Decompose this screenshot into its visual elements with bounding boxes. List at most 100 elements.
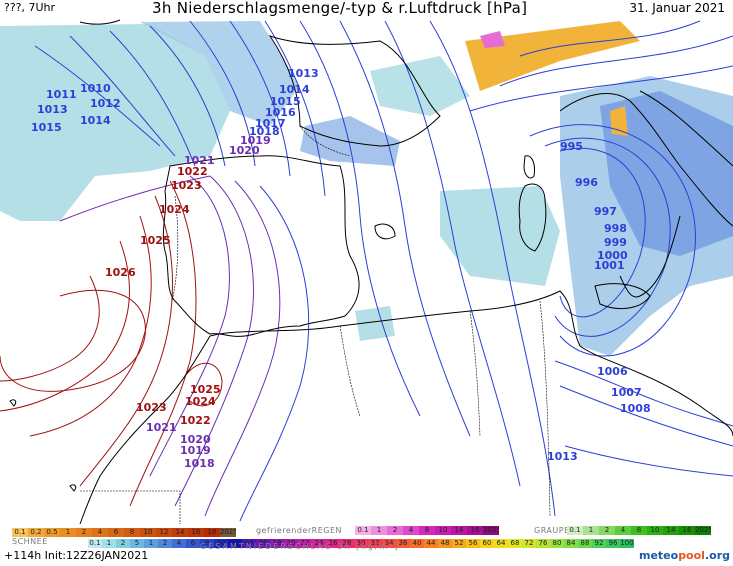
total-precip-scale-cell: 26 xyxy=(326,539,340,548)
isobar-line xyxy=(429,20,556,517)
isobar-line xyxy=(0,240,130,412)
snow-scale-cell: 12 xyxy=(156,528,172,537)
freezing-rain-scale-cell: 16 xyxy=(467,526,483,535)
isobar-line xyxy=(184,362,223,407)
coast-uk-edge xyxy=(79,19,121,25)
pressure-label: 1018 xyxy=(184,457,215,470)
graupel-scale-cell: 0.1 xyxy=(567,526,583,535)
border-line xyxy=(171,195,179,302)
isobar-line xyxy=(519,20,701,57)
meteopool-logo[interactable]: meteopool.org xyxy=(639,549,730,562)
border-layer xyxy=(80,125,551,524)
pressure-label: 1018 xyxy=(249,125,280,138)
total-precip-scale-cell: 4 xyxy=(172,539,186,548)
snow-area-italy xyxy=(610,106,628,136)
isobar-line xyxy=(559,385,733,447)
border-line xyxy=(80,490,181,524)
pressure-label: 1000 xyxy=(597,249,628,262)
total-precip-scale-cell: 1 xyxy=(144,539,158,548)
snow-scale-cell: 0.2 xyxy=(28,528,44,537)
pressure-label: 1001 xyxy=(594,259,625,272)
total-precip-scale-cell: 1 xyxy=(102,539,116,548)
freezing-rain-scale-cell: 1 xyxy=(371,526,387,535)
isobar-line xyxy=(149,25,226,167)
total-precip-scale-cell: 44 xyxy=(424,539,438,548)
snow-scale-cell: 14 xyxy=(172,528,188,537)
coast-iberia xyxy=(162,155,360,337)
total-precip-scale-cell: 2 xyxy=(116,539,130,548)
freezing-rain-scale-cell: 0.1 xyxy=(355,526,371,535)
snow-scale-cell: 6 xyxy=(108,528,124,537)
coast-north-africa xyxy=(209,290,733,437)
map-canvas: 1010 1011 1012 1013 1014 1015 1013 1014 … xyxy=(0,16,733,524)
isobar-line xyxy=(34,45,161,147)
pressure-label: 1013 xyxy=(547,450,578,463)
total-precip-scale-cell: 2 xyxy=(158,539,172,548)
snow-scale-cell: 0.5 xyxy=(44,528,60,537)
total-precip-scale-cell: 56 xyxy=(466,539,480,548)
pressure-label: 1013 xyxy=(288,67,319,80)
graupel-scale-cell: 14 xyxy=(663,526,679,535)
graupel-scale-cell: 16 xyxy=(679,526,695,535)
freezing-rain-scale-cell: 4 xyxy=(403,526,419,535)
graupel-scale-cell: 8 xyxy=(631,526,647,535)
border-line xyxy=(469,310,481,437)
freezing-rain-scale-cell: 2 xyxy=(387,526,403,535)
total-precip-scale-title: GESAMTNIEDERSCHLAG 3h [kg/m²] xyxy=(200,542,400,551)
total-precip-scale-cell: 22 xyxy=(298,539,312,548)
freezing-rain-scale-cell: 8 xyxy=(419,526,435,535)
total-precip-scale-cell: 72 xyxy=(522,539,536,548)
total-precip-scale-cell: 84 xyxy=(564,539,578,548)
graupel-scale-cell: 10 xyxy=(647,526,663,535)
snow-scale-cell: 0.1 xyxy=(12,528,28,537)
isobar-line xyxy=(239,185,310,522)
total-precip-scale-cell: 92 xyxy=(592,539,606,548)
isobar-line xyxy=(29,215,152,437)
pressure-label: 995 xyxy=(560,140,583,153)
snow-scale-cell: 16 xyxy=(188,528,204,537)
isobar-line xyxy=(129,180,197,507)
total-precip-scale-cell: 40 xyxy=(410,539,424,548)
total-precip-scale-cell: 8 xyxy=(200,539,214,548)
pressure-label: 1010 xyxy=(80,82,111,95)
coast-adriatic xyxy=(639,90,733,167)
pressure-label: 1023 xyxy=(136,401,167,414)
snow-scale-cell: 2025+ xyxy=(220,528,236,537)
pressure-label: 996 xyxy=(575,176,598,189)
pressure-label: 1019 xyxy=(180,444,211,457)
border-line xyxy=(539,300,551,517)
isobar-line xyxy=(229,20,291,177)
total-precip-scale-cell: 5 xyxy=(130,539,144,548)
pressure-label: 1022 xyxy=(180,414,211,427)
logo-text-org: .org xyxy=(704,549,730,562)
pressure-label: 1013 xyxy=(37,103,68,116)
coast-france xyxy=(268,35,441,147)
snow-scale-cell: 10 xyxy=(140,528,156,537)
coast-corsica xyxy=(523,155,535,179)
pressure-label: 1008 xyxy=(620,402,651,415)
precip-area-pyrenees xyxy=(300,116,400,166)
coast-sardinia xyxy=(518,183,547,252)
isobar-line xyxy=(469,65,733,112)
total-precip-scale-cell: 96 xyxy=(606,539,620,548)
snow-scale-cell: 2 xyxy=(76,528,92,537)
pressure-label: 1016 xyxy=(265,106,296,119)
pressure-label: 1022 xyxy=(177,165,208,178)
total-precip-scale-cell: 68 xyxy=(508,539,522,548)
total-precipitation-scale: 0.1 1 2 5 1 2 4 6 8 10 12 14 16 18 20 22 24 26 28 30 32 34 36 4… xyxy=(88,539,634,548)
map-title: 3h Niederschlagsmenge/-typ & r.Luftdruck… xyxy=(152,0,528,17)
graupel-scale-cell: 1 xyxy=(583,526,599,535)
precip-area-sardinia xyxy=(440,186,560,286)
pressure-label-layer: 1010 1011 1012 1013 1014 1015 1013 1014 … xyxy=(31,67,651,470)
pressure-label: 999 xyxy=(604,236,627,249)
total-precip-scale-cell: 20 xyxy=(284,539,298,548)
isobar-line xyxy=(264,20,326,197)
isobar-line xyxy=(384,20,521,487)
pressure-label: 1021 xyxy=(184,154,215,167)
pressure-label: 1025 xyxy=(140,234,171,247)
